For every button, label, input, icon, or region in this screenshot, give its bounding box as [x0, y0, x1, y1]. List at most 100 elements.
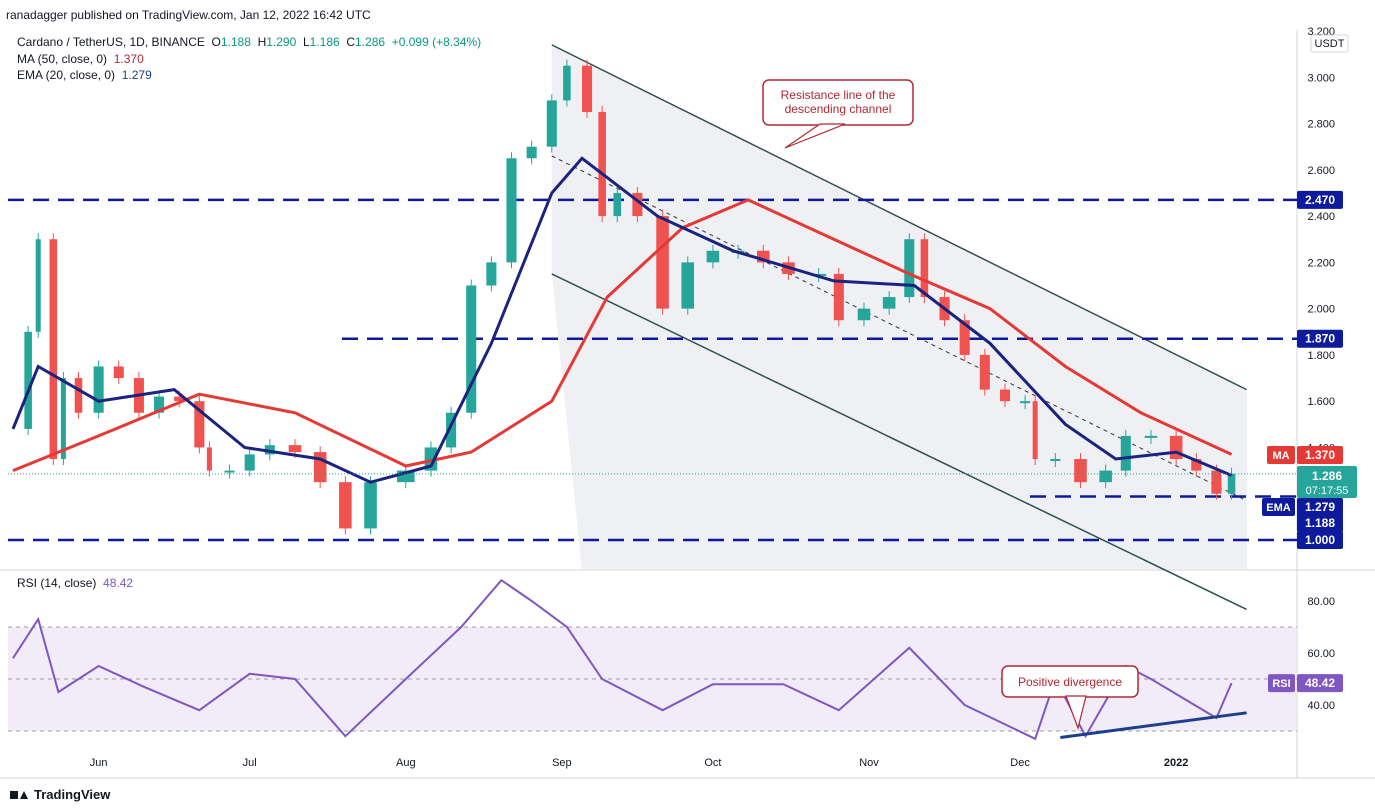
candle[interactable]	[756, 250, 770, 263]
candle[interactable]	[313, 452, 327, 483]
candle[interactable]	[1227, 473, 1236, 494]
close-value: 1.286	[355, 35, 386, 49]
candle[interactable]	[364, 482, 377, 529]
bar-countdown: 07:17:55	[1306, 485, 1349, 497]
candle[interactable]	[833, 273, 844, 321]
candle[interactable]	[1020, 401, 1031, 404]
candle[interactable]	[1211, 470, 1222, 494]
candle[interactable]	[486, 262, 497, 286]
candle[interactable]	[1074, 459, 1087, 483]
candle[interactable]	[857, 308, 871, 321]
symbol-name[interactable]: Cardano / TetherUS, 1D, BINANCE	[17, 35, 205, 49]
tradingview-logo[interactable]: TradingView	[10, 787, 110, 802]
ma-tag	[1267, 446, 1295, 464]
ema-label: EMA (20, close, 0)	[17, 68, 116, 82]
price-tick-label: 1.800	[1307, 350, 1335, 362]
candle[interactable]	[206, 447, 212, 471]
rsi-tag	[1268, 674, 1295, 693]
candle[interactable]	[74, 378, 83, 413]
candle[interactable]	[1191, 459, 1202, 471]
candle[interactable]	[35, 239, 41, 332]
level-2470-badge[interactable]	[1297, 190, 1343, 209]
candle[interactable]	[681, 262, 695, 309]
rsi-trendline[interactable]	[1060, 711, 1247, 739]
candle[interactable]	[93, 366, 104, 413]
candle[interactable]	[24, 331, 32, 429]
candle[interactable]	[339, 482, 352, 529]
candle[interactable]	[920, 239, 929, 298]
symbol-ohlc-row: Cardano / TetherUS, 1D, BINANCE O1.188 H…	[17, 35, 482, 49]
ema-legend-row[interactable]: EMA (20, close, 0) 1.279	[17, 67, 481, 84]
candle[interactable]	[1032, 401, 1038, 460]
time-axis-label: Aug	[396, 757, 416, 769]
tradingview-brand: TradingView	[34, 787, 111, 802]
candle[interactable]	[466, 285, 477, 413]
candle[interactable]	[904, 239, 915, 298]
channel-lower-line[interactable]	[551, 273, 1247, 611]
channel-upper-line[interactable]	[551, 44, 1247, 391]
currency-label: USDT	[1315, 38, 1345, 50]
candle[interactable]	[224, 470, 235, 473]
candle[interactable]	[999, 389, 1010, 402]
candle[interactable]	[244, 454, 255, 471]
candle[interactable]	[979, 354, 990, 390]
candle[interactable]	[1144, 435, 1158, 438]
candle[interactable]	[882, 297, 896, 309]
rsi-tick-label: 80.00	[1307, 596, 1335, 608]
candle[interactable]	[396, 470, 415, 483]
price-legend: Cardano / TetherUS, 1D, BINANCE O1.188 H…	[17, 34, 481, 84]
candle[interactable]	[154, 396, 165, 413]
candle[interactable]	[49, 239, 58, 460]
ma50-line[interactable]	[12, 198, 1233, 472]
candle[interactable]	[632, 192, 643, 217]
ma-value: 1.370	[113, 51, 144, 66]
candle[interactable]	[656, 216, 669, 309]
chart-canvas[interactable]: 3.2003.0002.8002.6002.4002.2002.0001.800…	[0, 0, 1375, 785]
price-tick-label: 2.400	[1307, 211, 1335, 223]
candle[interactable]	[546, 100, 557, 147]
candle[interactable]	[288, 445, 302, 453]
candle[interactable]	[1050, 459, 1061, 462]
ema20-line[interactable]	[11, 156, 1233, 484]
price-tick-label: 3.000	[1307, 72, 1335, 84]
ma-legend-row[interactable]: MA (50, close, 0) 1.370	[17, 51, 481, 68]
candle[interactable]	[424, 447, 438, 471]
candle[interactable]	[113, 366, 124, 379]
ema-tag-label: EMA	[1266, 502, 1291, 514]
candle[interactable]	[526, 146, 537, 159]
candle[interactable]	[598, 111, 606, 217]
candle[interactable]	[446, 412, 457, 448]
candle[interactable]	[1099, 470, 1112, 483]
time-axis-label: Jul	[243, 757, 257, 769]
rsi-legend[interactable]: RSI (14, close) 48.42	[17, 576, 133, 590]
candle[interactable]	[563, 65, 571, 101]
candle[interactable]	[60, 378, 66, 460]
price-tick-label: 2.200	[1307, 257, 1335, 269]
candle[interactable]	[613, 192, 622, 217]
candle[interactable]	[194, 401, 205, 448]
candle[interactable]	[959, 320, 970, 355]
ma-badge[interactable]	[1297, 446, 1343, 464]
level-1188-badge[interactable]	[1297, 514, 1343, 532]
rsi-value-badge[interactable]	[1297, 674, 1343, 693]
divergence-callout-pointer	[1065, 695, 1087, 731]
candle[interactable]	[506, 158, 517, 263]
candle[interactable]	[264, 445, 275, 455]
price-tick-label: 2.000	[1307, 304, 1335, 316]
rsi-tag-label: RSI	[1272, 678, 1290, 690]
last-price-badge[interactable]	[1297, 466, 1357, 498]
rsi-tick-label: 40.00	[1307, 700, 1335, 712]
ma-label: MA (50, close, 0)	[17, 51, 108, 66]
level-1870-badge[interactable]	[1297, 329, 1343, 348]
ema-badge[interactable]	[1297, 498, 1343, 516]
channel-fill	[551, 44, 1247, 569]
candle[interactable]	[582, 65, 593, 112]
channel-mid-line[interactable]	[551, 155, 1247, 502]
candle[interactable]	[1120, 435, 1131, 471]
currency-badge[interactable]	[1310, 34, 1349, 53]
candle[interactable]	[174, 396, 185, 402]
open-value: 1.188	[220, 35, 251, 49]
candle[interactable]	[706, 250, 720, 263]
change-value: +0.099 (+8.34%)	[391, 35, 482, 49]
level-1000-badge[interactable]	[1297, 531, 1343, 549]
